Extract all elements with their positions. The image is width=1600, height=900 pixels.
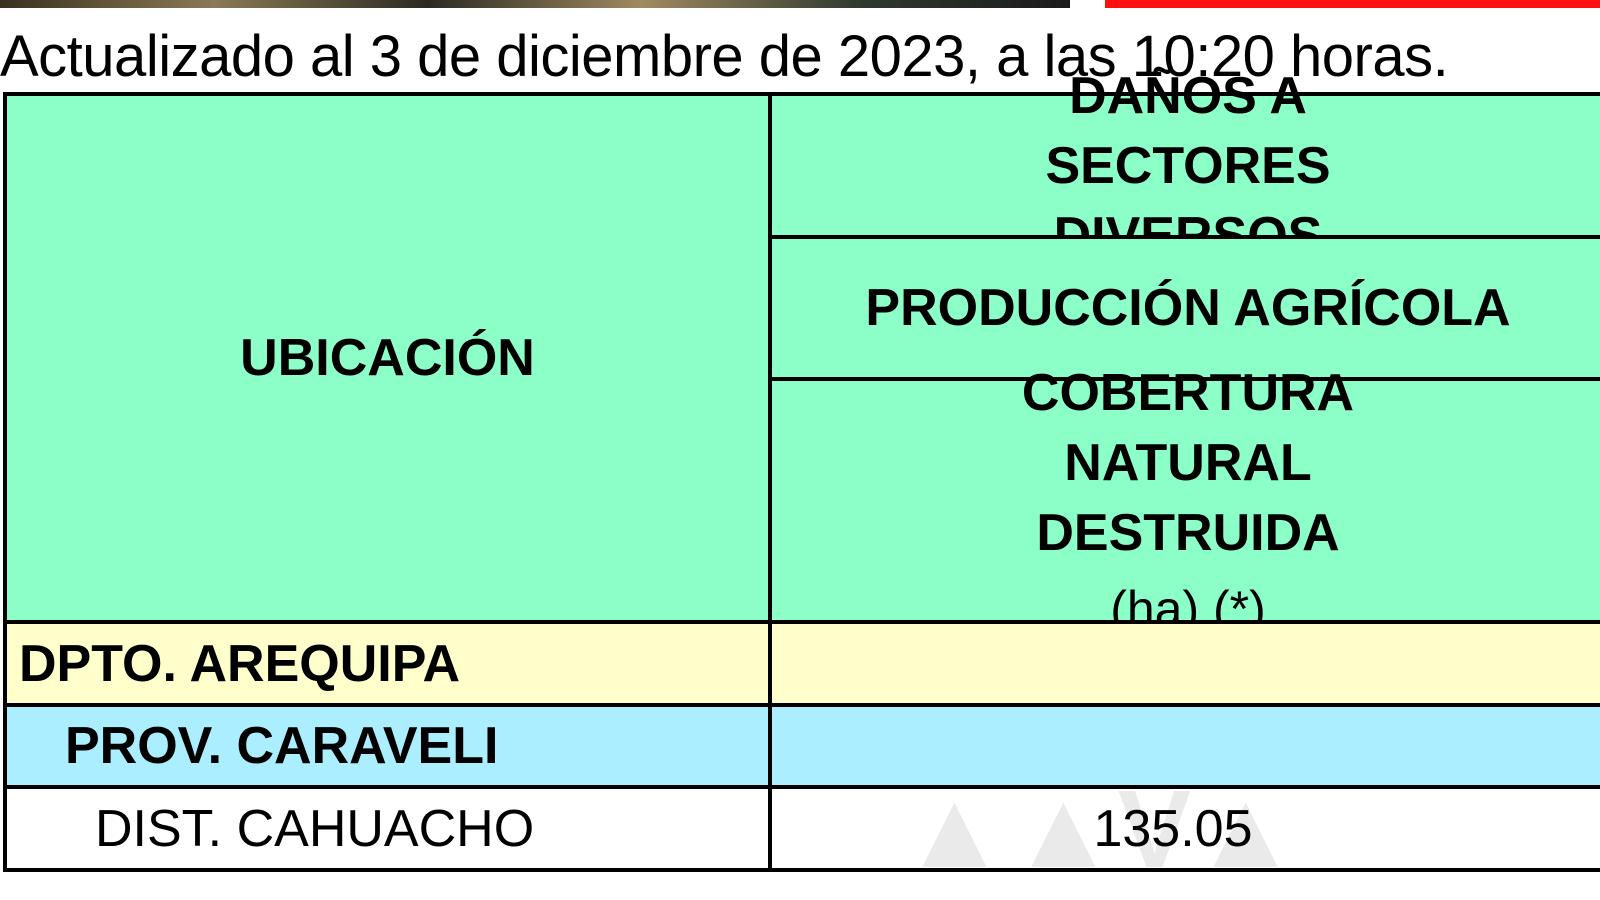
header-danos-sectores: DAÑOS A SECTORES DIVERSOS — [768, 67, 1600, 265]
red-accent-bar — [1105, 0, 1600, 8]
row-dpto-value — [768, 620, 1600, 707]
header-ubicacion: UBICACIÓN — [3, 92, 772, 624]
row-prov-value — [768, 703, 1600, 789]
row-dpto-location: DPTO. AREQUIPA — [3, 620, 772, 707]
header-cobertura-text: COBERTURA NATURAL DESTRUIDA — [1021, 363, 1355, 562]
row-dist-value: 135.05 — [768, 785, 1600, 872]
header-cobertura-natural: COBERTURA NATURAL DESTRUIDA (ha) (*) — [768, 364, 1600, 637]
watermark-logo: ▲▲V▲ — [900, 790, 1300, 870]
row-dist-location: DIST. CAHUACHO — [3, 785, 772, 872]
update-timestamp: Actualizado al 3 de diciembre de 2023, a… — [0, 24, 1449, 89]
row-prov-location: PROV. CARAVELI — [3, 703, 772, 789]
header-photo-strip — [0, 0, 1070, 8]
header-produccion-agricola: PRODUCCIÓN AGRÍCOLA — [768, 235, 1600, 381]
